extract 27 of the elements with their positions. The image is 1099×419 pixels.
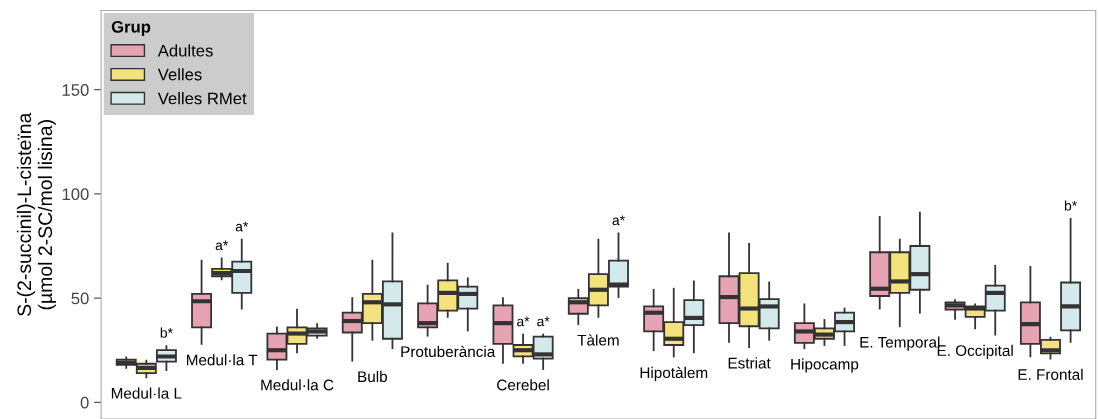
legend-label: Velles: [157, 68, 202, 81]
y-axis-title: S-(2-succinil)-L-cisteïna (µmol 2-SC/mol lisina): [16, 112, 56, 316]
x-tick-label: Estriat: [728, 357, 771, 369]
x-tick-label: Medul·la L: [111, 387, 182, 399]
x-tick-label: E. Frontal: [1018, 368, 1083, 380]
x-tick-label: Medul·la T: [186, 354, 258, 366]
legend-label: Adultes: [157, 44, 213, 57]
text: a*: [612, 215, 625, 226]
y-tick-label: 150: [62, 84, 89, 96]
y-tick-label: 100: [62, 188, 89, 201]
text: a*: [235, 221, 249, 232]
x-tick-label: Hipocamp: [791, 358, 859, 373]
y-tick-label: 50: [71, 292, 89, 305]
text: b*: [160, 327, 173, 338]
x-tick-label: Cerebel: [497, 379, 549, 391]
x-tick-label: Hipotàlem: [640, 366, 708, 382]
text: a*: [517, 316, 530, 327]
text: b*: [1064, 200, 1077, 211]
text: a*: [215, 240, 229, 251]
x-tick-label: Bulb: [358, 370, 388, 383]
text: a*: [537, 316, 550, 327]
x-tick-label: Medul·la C: [261, 379, 334, 391]
legend-title: Grup: [111, 20, 151, 37]
x-tick-label: Tàlem: [577, 334, 619, 346]
x-tick-label: Protuberància: [401, 345, 496, 358]
legend-label: Velles RMet: [157, 92, 247, 105]
y-tick-label: 0: [80, 396, 89, 409]
